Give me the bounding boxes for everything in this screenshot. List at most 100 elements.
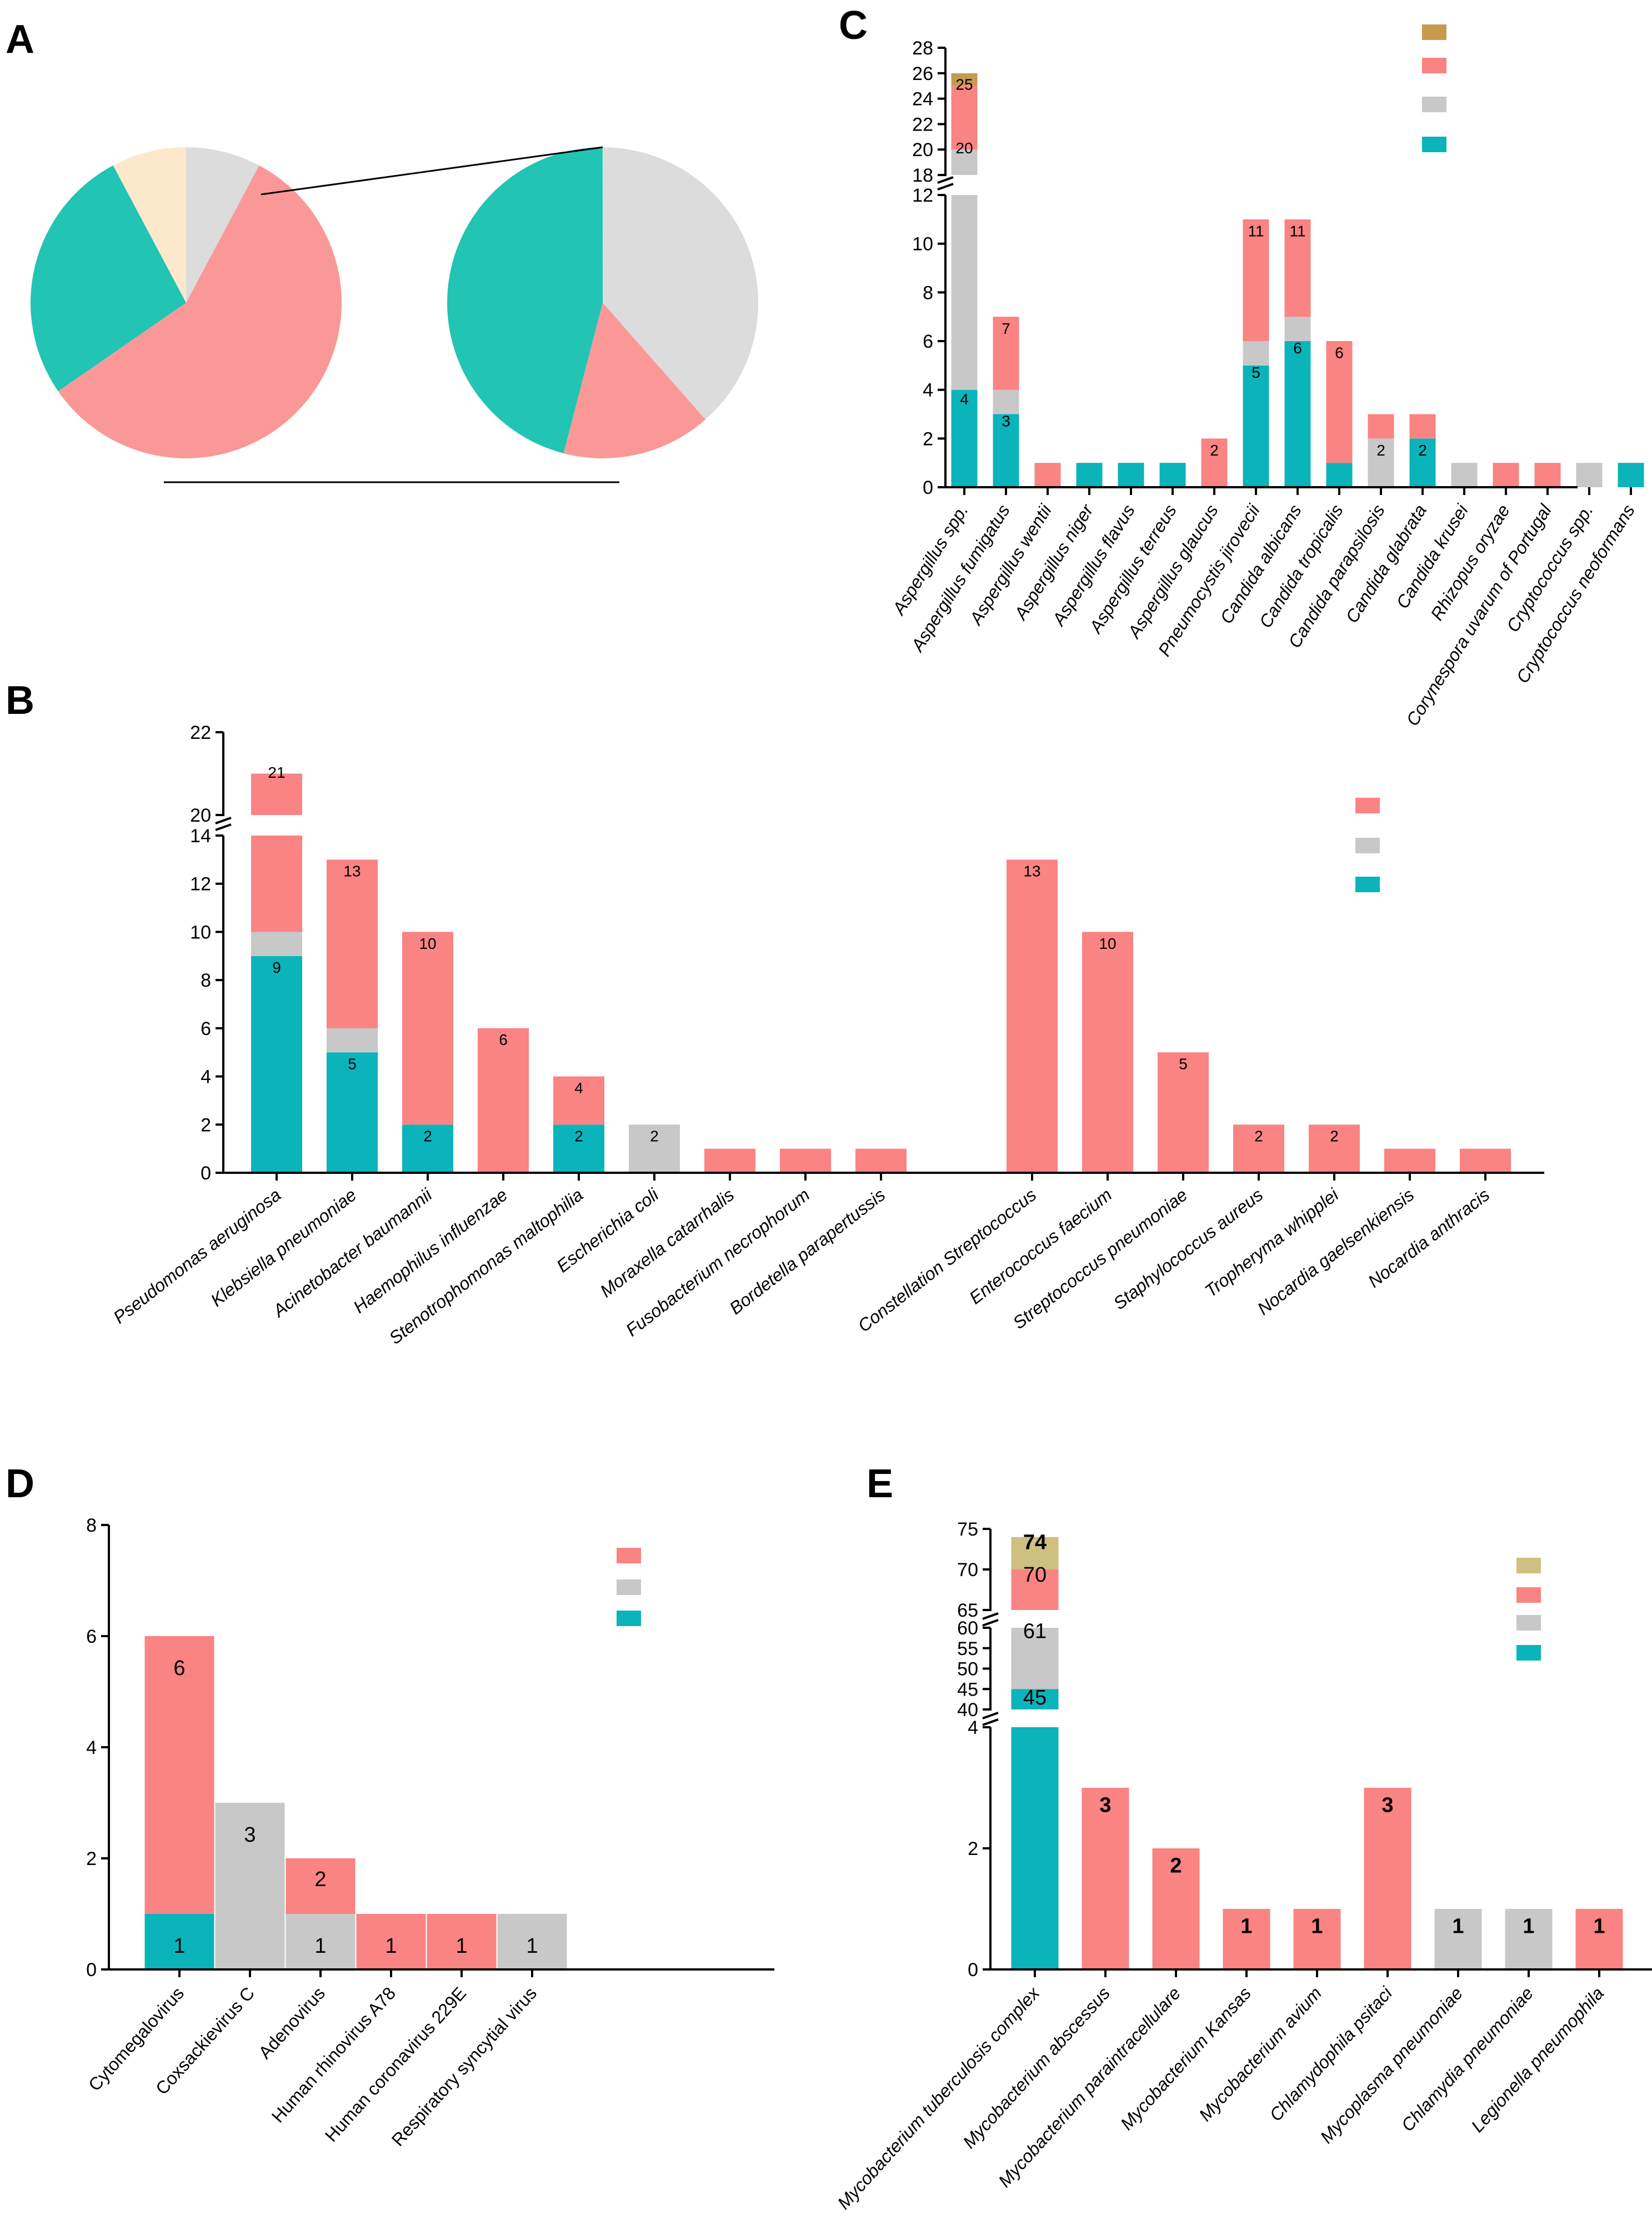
pie-slice-completely-matched	[563, 303, 706, 459]
bar-segment-only-cmt	[1434, 1909, 1482, 1969]
x-category-label: Mycobacterium avium	[1195, 1983, 1325, 2125]
bar-value-label: 2	[314, 1868, 326, 1891]
y-tick-label: 0	[201, 1163, 211, 1184]
bar-value-label: 20	[955, 139, 973, 157]
bar-segment-only-mngs	[286, 1858, 356, 1914]
x-category-label: Klebsiella pneumoniae	[207, 1184, 360, 1311]
bar-segment-only-mngs	[1223, 1909, 1270, 1969]
axis-break-mark	[215, 823, 232, 831]
y-tick-label: 8	[201, 970, 211, 991]
bar-segment-both	[993, 414, 1019, 487]
bar-value-label: 2	[1376, 442, 1385, 459]
axis-break-mark	[937, 176, 954, 184]
bar-segment-both	[1011, 1689, 1059, 1709]
bar-segment-only-cmt	[629, 1124, 680, 1173]
bar-segment-only-cmt	[251, 932, 302, 956]
y-tick-label: 2	[923, 428, 933, 449]
bar-value-label: 1	[526, 1934, 538, 1958]
y-tick-label: 45	[957, 1679, 978, 1700]
panel-letter-d: D	[6, 1462, 34, 1506]
bar-segment-only-mngs	[1384, 1148, 1435, 1173]
y-tick-label: 8	[923, 282, 933, 303]
panel-letter-e: E	[867, 1462, 893, 1506]
bar-value-label: 3	[1381, 1794, 1393, 1817]
bar-segment-only-mngs	[478, 1028, 529, 1173]
bar-segment-only-cmt	[1243, 341, 1269, 366]
x-category-label: Adenovirus	[254, 1983, 329, 2063]
bar-segment-both	[1011, 1727, 1059, 1969]
axis-break-mark	[982, 1619, 999, 1627]
x-category-label: Staphylococcus aureus	[1109, 1184, 1266, 1313]
bar-value-label: 2	[650, 1128, 659, 1145]
bar-value-label: 6	[173, 1657, 185, 1680]
x-category-label: Tropheryma whipplei	[1201, 1184, 1343, 1301]
bar-segment-only-mngs	[855, 1148, 907, 1173]
y-tick-label: 55	[957, 1638, 978, 1659]
bar-segment-only-cmt	[286, 1914, 356, 1969]
y-tick-label: 6	[923, 331, 933, 352]
bar-segment-only-cmt	[1011, 1628, 1059, 1689]
pie-slice-mismatched	[447, 147, 603, 453]
y-tick-label: 12	[912, 185, 933, 206]
bar-segment-only-mngs	[1575, 1909, 1623, 1969]
bar-value-label: 6	[1335, 344, 1344, 362]
bar-segment-only-mngs	[356, 1914, 426, 1969]
bar-segment-only-cmt	[1368, 438, 1394, 487]
y-tick-label: 50	[957, 1659, 978, 1680]
bar-value-label: 2	[1418, 442, 1427, 459]
bar-segment-both	[1284, 341, 1311, 487]
bar-segment-only-cmt	[1284, 317, 1311, 341]
bar-value-label: 70	[1023, 1563, 1047, 1587]
bar-segment-only-mngs	[402, 932, 453, 1125]
y-tick-label: 0	[968, 1959, 978, 1981]
y-tick-label: 22	[912, 114, 933, 135]
bar-segment-others	[951, 73, 978, 86]
axis-break-mark	[982, 1712, 999, 1719]
bar-segment-only-mngs	[1534, 463, 1561, 487]
y-tick-label: 0	[86, 1959, 97, 1981]
y-tick-label: 24	[912, 89, 933, 110]
bar-segment-both	[1076, 463, 1103, 487]
axis-break-mark	[982, 1612, 999, 1620]
bar-segment-only-cmt	[951, 195, 978, 390]
bar-segment-only-mngs	[1493, 463, 1519, 487]
pie-slice-cmt-positive	[113, 147, 187, 303]
bar-segment-only-mngs	[1082, 1788, 1129, 1969]
bar-value-label: 21	[268, 764, 285, 781]
bar-segment-only-cmt	[327, 1028, 378, 1053]
bar-segment-others	[1011, 1537, 1059, 1569]
bar-segment-both	[402, 1124, 453, 1173]
y-tick-label: 22	[190, 722, 211, 743]
bar-value-label: 1	[314, 1934, 326, 1958]
y-tick-label: 4	[968, 1717, 978, 1738]
y-tick-label: 28	[912, 38, 933, 59]
pie-slice-partly-matched	[603, 147, 759, 420]
bar-value-label: 4	[960, 391, 969, 408]
y-tick-label: 4	[923, 380, 933, 401]
x-category-label: Human rhinovirus A78	[268, 1983, 399, 2127]
bar-value-label: 2	[574, 1128, 583, 1145]
pie-slice-double-positive	[58, 165, 342, 458]
bar-segment-only-mngs	[327, 859, 378, 1028]
bar-value-label: 3	[1099, 1794, 1111, 1817]
bar-segment-only-mngs	[1007, 859, 1058, 1173]
bar-value-label: 1	[455, 1934, 467, 1958]
legend-swatch	[1355, 877, 1380, 892]
legend	[617, 1548, 641, 1626]
bar-segment-only-mngs	[1284, 219, 1311, 317]
legend-swatch	[1355, 798, 1380, 813]
bar-segment-only-mngs	[1409, 414, 1436, 439]
y-tick-label: 12	[190, 874, 211, 895]
bar-segment-only-mngs	[1368, 414, 1394, 439]
x-category-label: Mycobacterium Kansas	[1117, 1983, 1255, 2134]
bar-segment-both	[327, 1052, 378, 1173]
bar-segment-both	[144, 1914, 214, 1969]
bar-segment-only-cmt	[1576, 463, 1603, 487]
bar-value-label: 13	[1023, 863, 1040, 880]
bar-segment-only-mngs	[1034, 463, 1061, 487]
y-tick-label: 0	[923, 477, 933, 498]
y-tick-label: 4	[201, 1067, 211, 1088]
bar-segment-both	[951, 389, 978, 487]
